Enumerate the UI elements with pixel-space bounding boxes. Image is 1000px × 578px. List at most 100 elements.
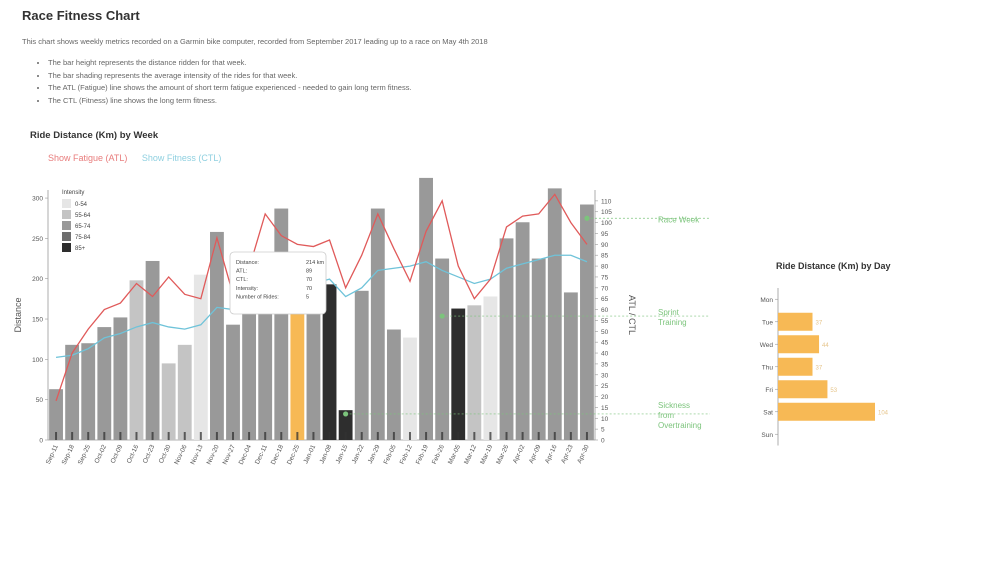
tooltip-label: Intensity:: [236, 286, 258, 292]
day-bar[interactable]: [778, 380, 828, 399]
y2-tick-label: 75: [601, 274, 609, 281]
week-bar[interactable]: [49, 389, 63, 440]
week-bar[interactable]: [515, 222, 530, 440]
y2-tick-label: 35: [601, 361, 609, 368]
week-bar[interactable]: [483, 296, 498, 440]
week-bar[interactable]: [547, 188, 562, 440]
y-tick-label: 0: [39, 438, 43, 445]
x-tick-label: Dec-18: [270, 444, 285, 466]
week-bar[interactable]: [97, 327, 112, 440]
x-tick-label: Apr-16: [544, 444, 559, 465]
show-fatigue-toggle[interactable]: Show Fatigue (ATL): [48, 153, 128, 163]
page-title: Race Fitness Chart: [22, 8, 140, 23]
week-bar[interactable]: [274, 208, 289, 440]
week-bar[interactable]: [386, 329, 401, 440]
day-bar-value: 53: [830, 388, 837, 394]
annotation-dot: [439, 313, 445, 319]
intro-text: This chart shows weekly metrics recorded…: [22, 37, 488, 46]
day-bar[interactable]: [778, 357, 813, 376]
ride-mark: [183, 432, 186, 440]
week-bar[interactable]: [531, 258, 546, 440]
ride-mark: [441, 432, 444, 440]
x-tick-label: Nov-20: [206, 444, 221, 466]
day-tick-label: Mon: [760, 297, 773, 304]
day-bar[interactable]: [778, 335, 820, 354]
ride-mark: [585, 432, 588, 440]
ride-mark: [215, 432, 218, 440]
y2-tick-label: 85: [601, 253, 609, 260]
ride-mark: [232, 432, 235, 440]
week-bar[interactable]: [65, 344, 80, 440]
week-bar[interactable]: [563, 292, 578, 440]
tooltip-label: Distance:: [236, 260, 259, 266]
x-tick-label: Sep-18: [61, 444, 76, 466]
x-tick-label: Jan-08: [319, 444, 334, 465]
x-tick-label: Feb-26: [431, 444, 446, 466]
week-bar[interactable]: [370, 208, 385, 440]
y2-tick-label: 100: [601, 220, 612, 227]
y2-tick-label: 15: [601, 405, 609, 412]
bullet-ctl: The CTL (Fitness) line shows the long te…: [48, 96, 412, 105]
y-tick-label: 100: [32, 357, 43, 364]
week-bar[interactable]: [258, 304, 273, 440]
annotation-label: from: [658, 411, 674, 420]
ride-mark: [264, 432, 267, 440]
x-tick-label: Apr-02: [512, 444, 527, 465]
tooltip-label: Number of Rides:: [236, 294, 279, 300]
week-bar[interactable]: [451, 308, 466, 440]
y2-tick-label: 50: [601, 329, 609, 336]
week-bar[interactable]: [403, 337, 417, 440]
y2-tick-label: 20: [601, 394, 609, 401]
day-tick-label: Sun: [761, 432, 773, 439]
week-bar[interactable]: [145, 260, 160, 440]
y2-tick-label: 105: [601, 209, 612, 216]
x-tick-label: Jan-01: [303, 444, 318, 465]
tooltip-value: 89: [306, 269, 312, 275]
week-bar[interactable]: [161, 363, 176, 440]
y-axis-label: Distance: [13, 297, 23, 332]
week-bar[interactable]: [193, 274, 208, 440]
y2-tick-label: 95: [601, 231, 609, 238]
ride-mark: [55, 432, 58, 440]
ride-mark: [135, 432, 138, 440]
week-bar[interactable]: [226, 324, 240, 440]
week-bar[interactable]: [354, 290, 369, 440]
week-bar[interactable]: [580, 204, 594, 440]
week-bar[interactable]: [499, 238, 514, 440]
ride-mark: [71, 432, 74, 440]
x-tick-label: Jan-15: [335, 444, 350, 465]
ride-mark: [376, 432, 379, 440]
show-fitness-toggle[interactable]: Show Fitness (CTL): [141, 153, 222, 163]
week-bar[interactable]: [113, 317, 128, 440]
week-bar[interactable]: [242, 306, 257, 440]
week-bar[interactable]: [419, 177, 433, 440]
ride-mark: [521, 432, 524, 440]
tooltip-value: 5: [306, 294, 309, 300]
week-bar[interactable]: [467, 305, 482, 440]
day-bar[interactable]: [778, 402, 875, 421]
week-bar[interactable]: [338, 410, 353, 440]
week-bar[interactable]: [322, 284, 337, 440]
week-bar[interactable]: [129, 280, 144, 440]
day-bar[interactable]: [778, 312, 813, 331]
week-bar[interactable]: [306, 310, 321, 440]
ride-mark: [569, 432, 572, 440]
week-bar[interactable]: [81, 343, 96, 440]
weekly-distance-chart[interactable]: 0501001502002503000510152025303540455055…: [13, 177, 710, 466]
week-bar[interactable]: [435, 258, 450, 440]
week-bar[interactable]: [210, 231, 224, 440]
week-bar[interactable]: [177, 344, 192, 440]
ride-mark: [489, 432, 492, 440]
day-bar-value: 37: [816, 320, 823, 326]
annotation-dot: [584, 215, 590, 221]
daily-distance-chart[interactable]: Mon Tue 37 Wed 44 Thu 37 Fri 53 Sat 104 Sun: [760, 288, 889, 446]
y2-tick-label: 65: [601, 296, 609, 303]
day-tick-label: Sat: [763, 409, 773, 416]
day-tick-label: Tue: [762, 319, 773, 326]
x-tick-label: Dec-25: [286, 444, 301, 466]
y-tick-label: 50: [36, 397, 44, 404]
y-tick-label: 200: [32, 276, 43, 283]
weekly-chart-title: Ride Distance (Km) by Week: [30, 130, 159, 141]
x-tick-label: Jan-29: [367, 444, 382, 465]
